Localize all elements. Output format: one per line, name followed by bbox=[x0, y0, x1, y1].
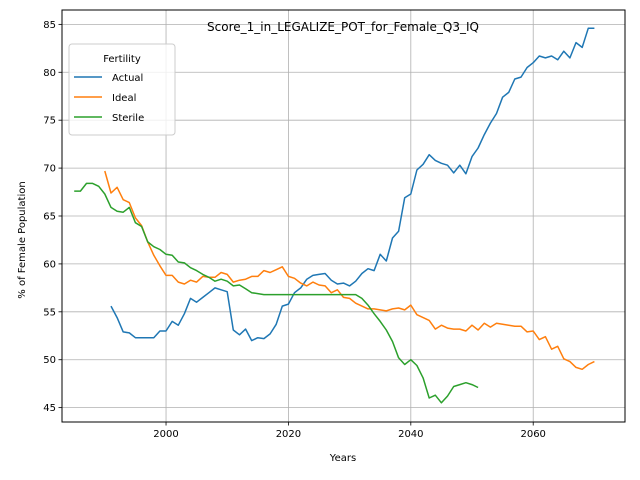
y-tick-label: 65 bbox=[43, 212, 56, 223]
x-axis-title: Years bbox=[329, 453, 356, 464]
series-line-actual bbox=[110, 27, 595, 342]
y-axis: 45 50 55 60 65 70 75 80 85 bbox=[43, 20, 62, 414]
x-tick-label: 2040 bbox=[398, 429, 423, 440]
x-tick-label: 2020 bbox=[276, 429, 301, 440]
y-tick-label: 60 bbox=[43, 259, 56, 270]
y-tick-label: 85 bbox=[43, 20, 56, 31]
grid bbox=[62, 10, 625, 422]
series-layer bbox=[74, 27, 595, 404]
chart-title: Score_1_in_LEGALIZE_POT_for_Female_Q3_IQ bbox=[207, 20, 479, 34]
y-tick-label: 70 bbox=[43, 164, 56, 175]
x-axis: 2000 2020 2040 2060 bbox=[153, 422, 546, 440]
series-line-ideal bbox=[104, 170, 595, 371]
legend-label-ideal: Ideal bbox=[112, 93, 136, 104]
legend-label-sterile: Sterile bbox=[112, 113, 144, 124]
y-tick-label: 75 bbox=[43, 116, 56, 127]
y-tick-label: 55 bbox=[43, 307, 56, 318]
y-tick-label: 80 bbox=[43, 68, 56, 79]
legend-items: Actual Ideal Sterile bbox=[74, 73, 144, 124]
legend-title: Fertility bbox=[103, 54, 141, 65]
y-axis-title: % of Female Population bbox=[17, 181, 28, 298]
legend-box bbox=[68, 43, 176, 136]
series-line-sterile bbox=[74, 182, 479, 404]
x-tick-label: 2000 bbox=[153, 429, 178, 440]
x-tick-label: 2060 bbox=[520, 429, 545, 440]
legend-label-actual: Actual bbox=[112, 73, 143, 84]
legend: Fertility Actual Ideal Sterile bbox=[68, 43, 176, 136]
y-tick-label: 45 bbox=[43, 403, 56, 414]
y-tick-label: 50 bbox=[43, 355, 56, 366]
